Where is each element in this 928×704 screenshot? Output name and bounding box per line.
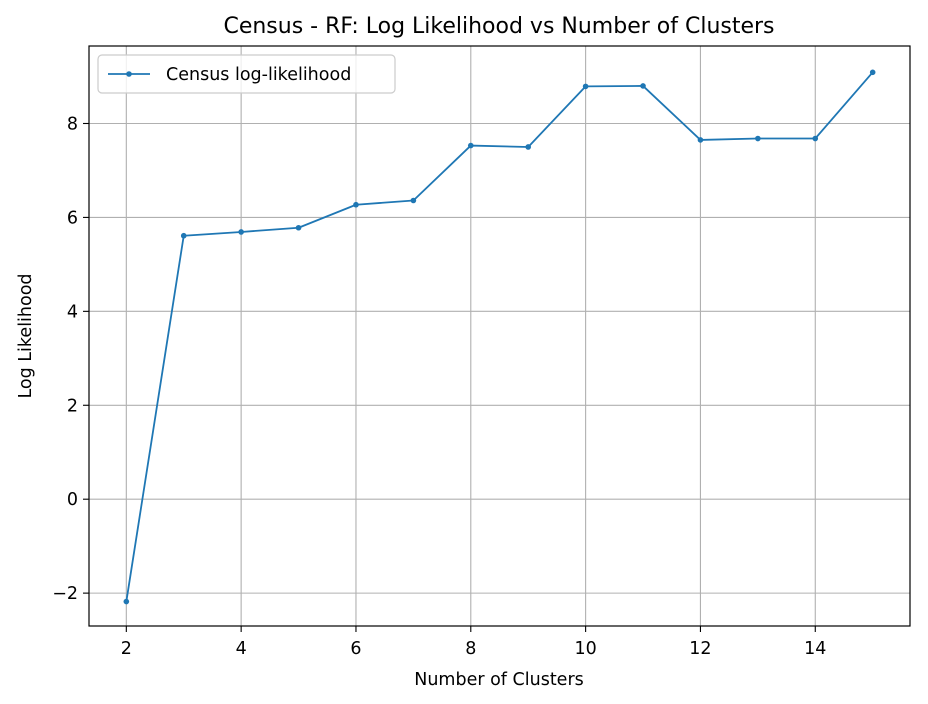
legend-box: [97, 54, 396, 94]
y-tick-label: 4: [67, 302, 78, 322]
y-tick-label: 2: [67, 396, 78, 416]
x-tick-label: 6: [350, 639, 361, 659]
data-point: [353, 201, 359, 208]
x-tick-label: 2: [121, 639, 132, 659]
data-point: [525, 144, 532, 150]
x-tick-label: 8: [465, 639, 476, 659]
x-tick-label: 4: [236, 639, 247, 659]
data-point: [180, 232, 187, 239]
data-point: [582, 83, 589, 90]
x-tick-label: 10: [574, 639, 596, 659]
y-tick-label: 8: [67, 114, 78, 134]
y-tick-label: −2: [52, 584, 78, 604]
legend-label: Census log-likelihood: [166, 65, 351, 85]
data-point: [697, 137, 704, 143]
plot-area: [89, 46, 910, 626]
plot-frame: [88, 45, 911, 627]
data-point: [755, 135, 761, 142]
data-point: [295, 224, 302, 231]
x-axis: 2 4 6 8 10 12 14: [121, 626, 826, 659]
grid: [89, 46, 910, 626]
series-layer: [123, 69, 876, 605]
chart-title: Census - RF: Log Likelihood vs Number of…: [223, 14, 774, 39]
data-point: [410, 197, 417, 204]
x-tick-label: 12: [689, 639, 711, 659]
data-point: [869, 69, 876, 76]
data-point: [238, 229, 244, 235]
x-axis-label: Number of Clusters: [414, 670, 584, 690]
data-point: [640, 83, 646, 89]
series-line: [125, 71, 874, 602]
legend-marker-swatch: [126, 71, 132, 77]
y-axis-label: Log Likelihood: [16, 273, 36, 398]
x-tick-label: 14: [804, 639, 826, 659]
y-tick-label: 6: [67, 208, 78, 228]
data-point: [812, 135, 819, 142]
legend: Census log-likelihood: [97, 54, 396, 94]
data-point: [467, 142, 474, 149]
data-point: [123, 598, 130, 605]
y-axis: −2 0 2 4 6 8: [52, 114, 89, 604]
y-tick-label: 0: [67, 490, 78, 510]
